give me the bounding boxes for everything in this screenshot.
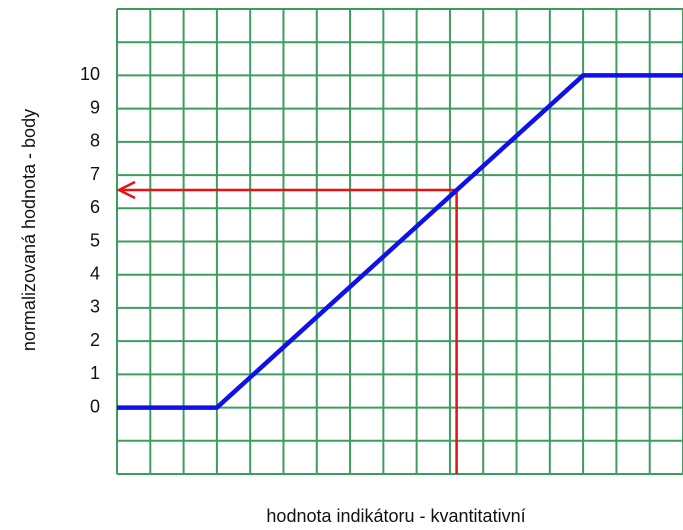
y-tick-label: 6 — [90, 197, 100, 217]
y-tick-label: 0 — [90, 396, 100, 416]
y-tick-label: 10 — [80, 64, 100, 84]
y-tick-label: 8 — [90, 131, 100, 151]
y-tick-label: 9 — [90, 97, 100, 117]
y-tick-label: 3 — [90, 297, 100, 317]
y-tick-label: 5 — [90, 230, 100, 250]
y-tick-label: 2 — [90, 330, 100, 350]
y-axis-label: normalizovaná hodnota - body — [19, 109, 39, 351]
y-tick-label: 7 — [90, 164, 100, 184]
y-tick-label: 1 — [90, 363, 100, 383]
annotation-arrow — [119, 188, 458, 474]
arrow-head — [116, 180, 136, 200]
y-tick-label: 4 — [90, 263, 100, 283]
x-axis-label: hodnota indikátoru - kvantitativní — [266, 506, 525, 526]
data-line — [117, 73, 683, 410]
